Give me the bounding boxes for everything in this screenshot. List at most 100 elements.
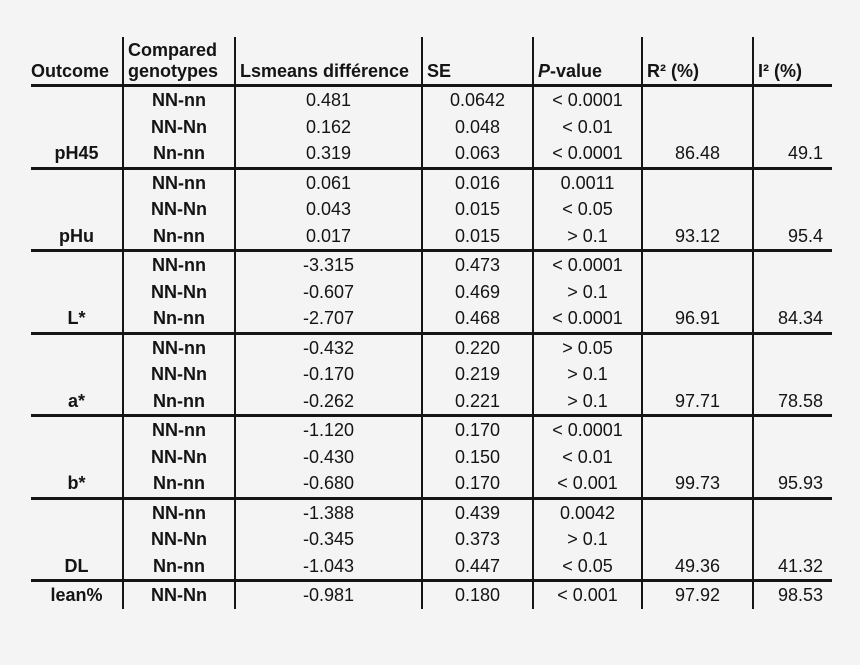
cell-lsmeans-difference: 0.017 bbox=[234, 222, 422, 252]
cell-i-squared bbox=[752, 168, 832, 196]
cell-r-squared: 97.71 bbox=[641, 387, 753, 417]
table-row: pHu Nn-nn 0.017 0.015 > 0.1 93.12 95.4 bbox=[31, 222, 832, 252]
cell-i-squared: 95.93 bbox=[752, 470, 832, 500]
cell-lsmeans-difference: -0.680 bbox=[234, 470, 422, 500]
cell-i-squared bbox=[752, 85, 832, 114]
cell-lsmeans-difference: -3.315 bbox=[234, 250, 422, 279]
cell-i-squared: 41.32 bbox=[752, 552, 832, 582]
cell-outcome bbox=[31, 444, 123, 471]
cell-lsmeans-difference: -0.170 bbox=[234, 361, 422, 388]
table-row: DL Nn-nn -1.043 0.447 < 0.05 49.36 41.32 bbox=[31, 552, 832, 582]
cell-lsmeans-difference: 0.061 bbox=[234, 168, 422, 196]
cell-genotypes: NN-nn bbox=[122, 415, 235, 444]
cell-r-squared bbox=[641, 361, 753, 388]
table-row: NN-Nn -0.170 0.219 > 0.1 bbox=[31, 361, 832, 388]
cell-outcome bbox=[31, 416, 123, 444]
cell-r-squared bbox=[641, 333, 753, 361]
cell-outcome: pHu bbox=[31, 222, 123, 252]
cell-lsmeans-difference: -0.981 bbox=[234, 580, 422, 609]
cell-se: 0.015 bbox=[421, 222, 533, 252]
cell-p-value: > 0.1 bbox=[532, 278, 642, 305]
cell-outcome bbox=[31, 333, 123, 361]
cell-genotypes: NN-Nn bbox=[122, 580, 235, 609]
table-row: NN-nn -0.432 0.220 > 0.05 bbox=[31, 333, 832, 361]
cell-i-squared bbox=[752, 526, 832, 553]
cell-lsmeans-difference: 0.043 bbox=[234, 196, 422, 223]
cell-outcome bbox=[31, 251, 123, 279]
cell-se: 0.016 bbox=[421, 168, 533, 196]
cell-genotypes: Nn-nn bbox=[122, 222, 235, 252]
cell-se: 0.0642 bbox=[421, 85, 533, 114]
cell-genotypes: NN-Nn bbox=[122, 526, 235, 553]
header-lsmeans-difference: Lsmeans différence bbox=[234, 37, 422, 87]
header-r-squared: R² (%) bbox=[641, 37, 753, 87]
cell-lsmeans-difference: -1.388 bbox=[234, 498, 422, 526]
table-row: NN-nn -1.120 0.170 < 0.0001 bbox=[31, 415, 832, 444]
table-row: a* Nn-nn -0.262 0.221 > 0.1 97.71 78.58 bbox=[31, 387, 832, 417]
cell-lsmeans-difference: -0.430 bbox=[234, 443, 422, 470]
cell-outcome: DL bbox=[31, 552, 123, 582]
cell-i-squared: 78.58 bbox=[752, 387, 832, 417]
table-row: NN-nn 0.481 0.0642 < 0.0001 bbox=[31, 85, 832, 114]
table-row: b* Nn-nn -0.680 0.170 < 0.001 99.73 95.93 bbox=[31, 470, 832, 500]
cell-r-squared: 97.92 bbox=[641, 580, 753, 609]
cell-r-squared bbox=[641, 278, 753, 305]
header-se: SE bbox=[421, 37, 533, 87]
cell-genotypes: Nn-nn bbox=[122, 387, 235, 417]
cell-lsmeans-difference: 0.481 bbox=[234, 85, 422, 114]
cell-r-squared bbox=[641, 526, 753, 553]
cell-se: 0.468 bbox=[421, 305, 533, 335]
cell-i-squared: 95.4 bbox=[752, 222, 832, 252]
cell-p-value: < 0.0001 bbox=[532, 85, 642, 114]
cell-r-squared: 96.91 bbox=[641, 305, 753, 335]
cell-r-squared bbox=[641, 498, 753, 526]
cell-outcome: L* bbox=[31, 305, 123, 335]
cell-se: 0.150 bbox=[421, 443, 533, 470]
cell-genotypes: NN-nn bbox=[122, 168, 235, 196]
cell-outcome bbox=[31, 196, 123, 223]
meta-analysis-results-table: Outcome Compared genotypes Lsmeans diffé… bbox=[31, 37, 832, 609]
cell-r-squared: 93.12 bbox=[641, 222, 753, 252]
cell-p-value: < 0.0001 bbox=[532, 305, 642, 335]
cell-p-value: 0.0011 bbox=[532, 168, 642, 196]
cell-genotypes: Nn-nn bbox=[122, 552, 235, 582]
cell-r-squared: 86.48 bbox=[641, 140, 753, 170]
cell-i-squared bbox=[752, 415, 832, 444]
header-p-value: P-value bbox=[532, 37, 642, 87]
cell-se: 0.469 bbox=[421, 278, 533, 305]
cell-i-squared: 49.1 bbox=[752, 140, 832, 170]
cell-i-squared bbox=[752, 113, 832, 140]
cell-outcome bbox=[31, 86, 123, 114]
cell-lsmeans-difference: 0.319 bbox=[234, 140, 422, 170]
table-row: NN-Nn 0.043 0.015 < 0.05 bbox=[31, 196, 832, 223]
cell-outcome bbox=[31, 168, 123, 196]
cell-p-value: > 0.1 bbox=[532, 526, 642, 553]
cell-genotypes: Nn-nn bbox=[122, 140, 235, 170]
cell-se: 0.063 bbox=[421, 140, 533, 170]
cell-outcome bbox=[31, 526, 123, 553]
cell-lsmeans-difference: -2.707 bbox=[234, 305, 422, 335]
table-row: NN-nn -3.315 0.473 < 0.0001 bbox=[31, 250, 832, 279]
header-p-value-rest: -value bbox=[550, 61, 603, 81]
cell-outcome bbox=[31, 498, 123, 526]
cell-p-value: < 0.01 bbox=[532, 113, 642, 140]
cell-se: 0.439 bbox=[421, 498, 533, 526]
cell-genotypes: Nn-nn bbox=[122, 470, 235, 500]
cell-i-squared bbox=[752, 443, 832, 470]
cell-i-squared bbox=[752, 333, 832, 361]
cell-i-squared bbox=[752, 498, 832, 526]
cell-se: 0.048 bbox=[421, 113, 533, 140]
cell-lsmeans-difference: -1.043 bbox=[234, 552, 422, 582]
cell-r-squared bbox=[641, 250, 753, 279]
cell-r-squared bbox=[641, 196, 753, 223]
cell-p-value: > 0.1 bbox=[532, 387, 642, 417]
cell-r-squared bbox=[641, 85, 753, 114]
table-row: NN-Nn 0.162 0.048 < 0.01 bbox=[31, 113, 832, 140]
cell-se: 0.220 bbox=[421, 333, 533, 361]
table-row: NN-Nn -0.430 0.150 < 0.01 bbox=[31, 443, 832, 471]
cell-lsmeans-difference: -0.262 bbox=[234, 387, 422, 417]
cell-p-value: > 0.1 bbox=[532, 222, 642, 252]
cell-i-squared: 98.53 bbox=[752, 580, 832, 609]
cell-i-squared: 84.34 bbox=[752, 305, 832, 335]
